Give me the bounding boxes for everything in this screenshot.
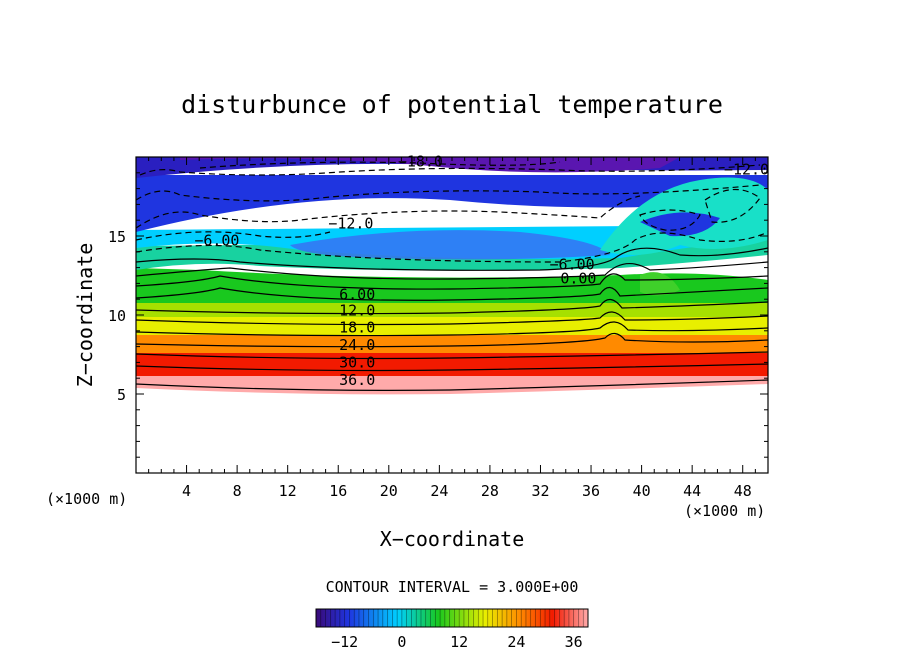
colorbar-tick-label: 0 bbox=[397, 633, 406, 651]
colorbar-tick-label: −12 bbox=[331, 633, 358, 651]
contour-labels: 36.030.024.018.012.06.000.00−6.00−6.00−1… bbox=[194, 153, 769, 389]
x-axis-ticks: 4 8 12 16 20 24 28 32 36 40 44 48 bbox=[148, 157, 756, 500]
band-yellowgreen bbox=[136, 302, 768, 317]
band-green bbox=[136, 268, 768, 303]
contour-label: 30.0 bbox=[339, 353, 375, 371]
contour-interval-label: CONTOUR INTERVAL = 3.000E+00 bbox=[326, 578, 579, 596]
colorbar-tick-label: 12 bbox=[450, 633, 468, 651]
contour-label: 6.00 bbox=[339, 285, 375, 303]
y-axis-label: Z−coordinate bbox=[73, 243, 97, 388]
contour-label: −6.00 bbox=[194, 232, 239, 250]
contour-label: −6.00 bbox=[550, 255, 595, 273]
x-tick-label: 12 bbox=[279, 482, 297, 500]
x-tick-label: 40 bbox=[633, 482, 651, 500]
colorbar-divisions bbox=[320, 609, 584, 627]
colorbar-tick-label: 24 bbox=[507, 633, 525, 651]
contour-label: 18.0 bbox=[339, 319, 375, 337]
x-tick-label: 8 bbox=[233, 482, 242, 500]
contour-label: 0.00 bbox=[560, 270, 596, 288]
band-red bbox=[136, 352, 768, 376]
x-tick-label: 36 bbox=[582, 482, 600, 500]
contour-label: −12.0 bbox=[724, 161, 769, 179]
contour-label: 24.0 bbox=[339, 336, 375, 354]
colorbar-tick-label: 36 bbox=[565, 633, 583, 651]
y-tick-label: 10 bbox=[108, 307, 126, 325]
x-tick-label: 28 bbox=[481, 482, 499, 500]
z-unit-label: (×1000 m) bbox=[46, 490, 127, 508]
y-tick-label: 15 bbox=[108, 228, 126, 246]
contour-label: 36.0 bbox=[339, 371, 375, 389]
x-tick-label: 20 bbox=[380, 482, 398, 500]
x-tick-label: 48 bbox=[734, 482, 752, 500]
patch-right-green bbox=[640, 272, 680, 296]
band-yellow bbox=[136, 316, 768, 335]
y-axis-ticks: 5 10 15 bbox=[108, 172, 768, 458]
colorbar-ticks: −12 0 12 24 36 bbox=[331, 633, 583, 651]
contour-lines bbox=[136, 161, 768, 391]
contour-label: −12.0 bbox=[328, 214, 373, 232]
x-tick-label: 44 bbox=[683, 482, 701, 500]
patch-light-blue bbox=[290, 230, 610, 260]
band-blue bbox=[136, 175, 768, 232]
x-tick-label: 16 bbox=[329, 482, 347, 500]
x-tick-label: 32 bbox=[531, 482, 549, 500]
x-tick-label: 4 bbox=[182, 482, 191, 500]
contour-field bbox=[136, 157, 768, 395]
contour-label: −18.0 bbox=[398, 153, 443, 171]
colorbar bbox=[315, 608, 589, 628]
x-axis-label: X−coordinate bbox=[380, 527, 525, 551]
chart-title: disturbunce of potential temperature bbox=[181, 90, 723, 119]
x-unit-label: (×1000 m) bbox=[684, 502, 765, 520]
contour-label: 12.0 bbox=[339, 301, 375, 319]
band-violet bbox=[180, 157, 680, 173]
y-tick-label: 5 bbox=[117, 386, 126, 404]
band-orange bbox=[136, 334, 768, 353]
patch-right-blue bbox=[640, 212, 720, 237]
x-tick-label: 24 bbox=[430, 482, 448, 500]
band-pink bbox=[136, 375, 768, 395]
